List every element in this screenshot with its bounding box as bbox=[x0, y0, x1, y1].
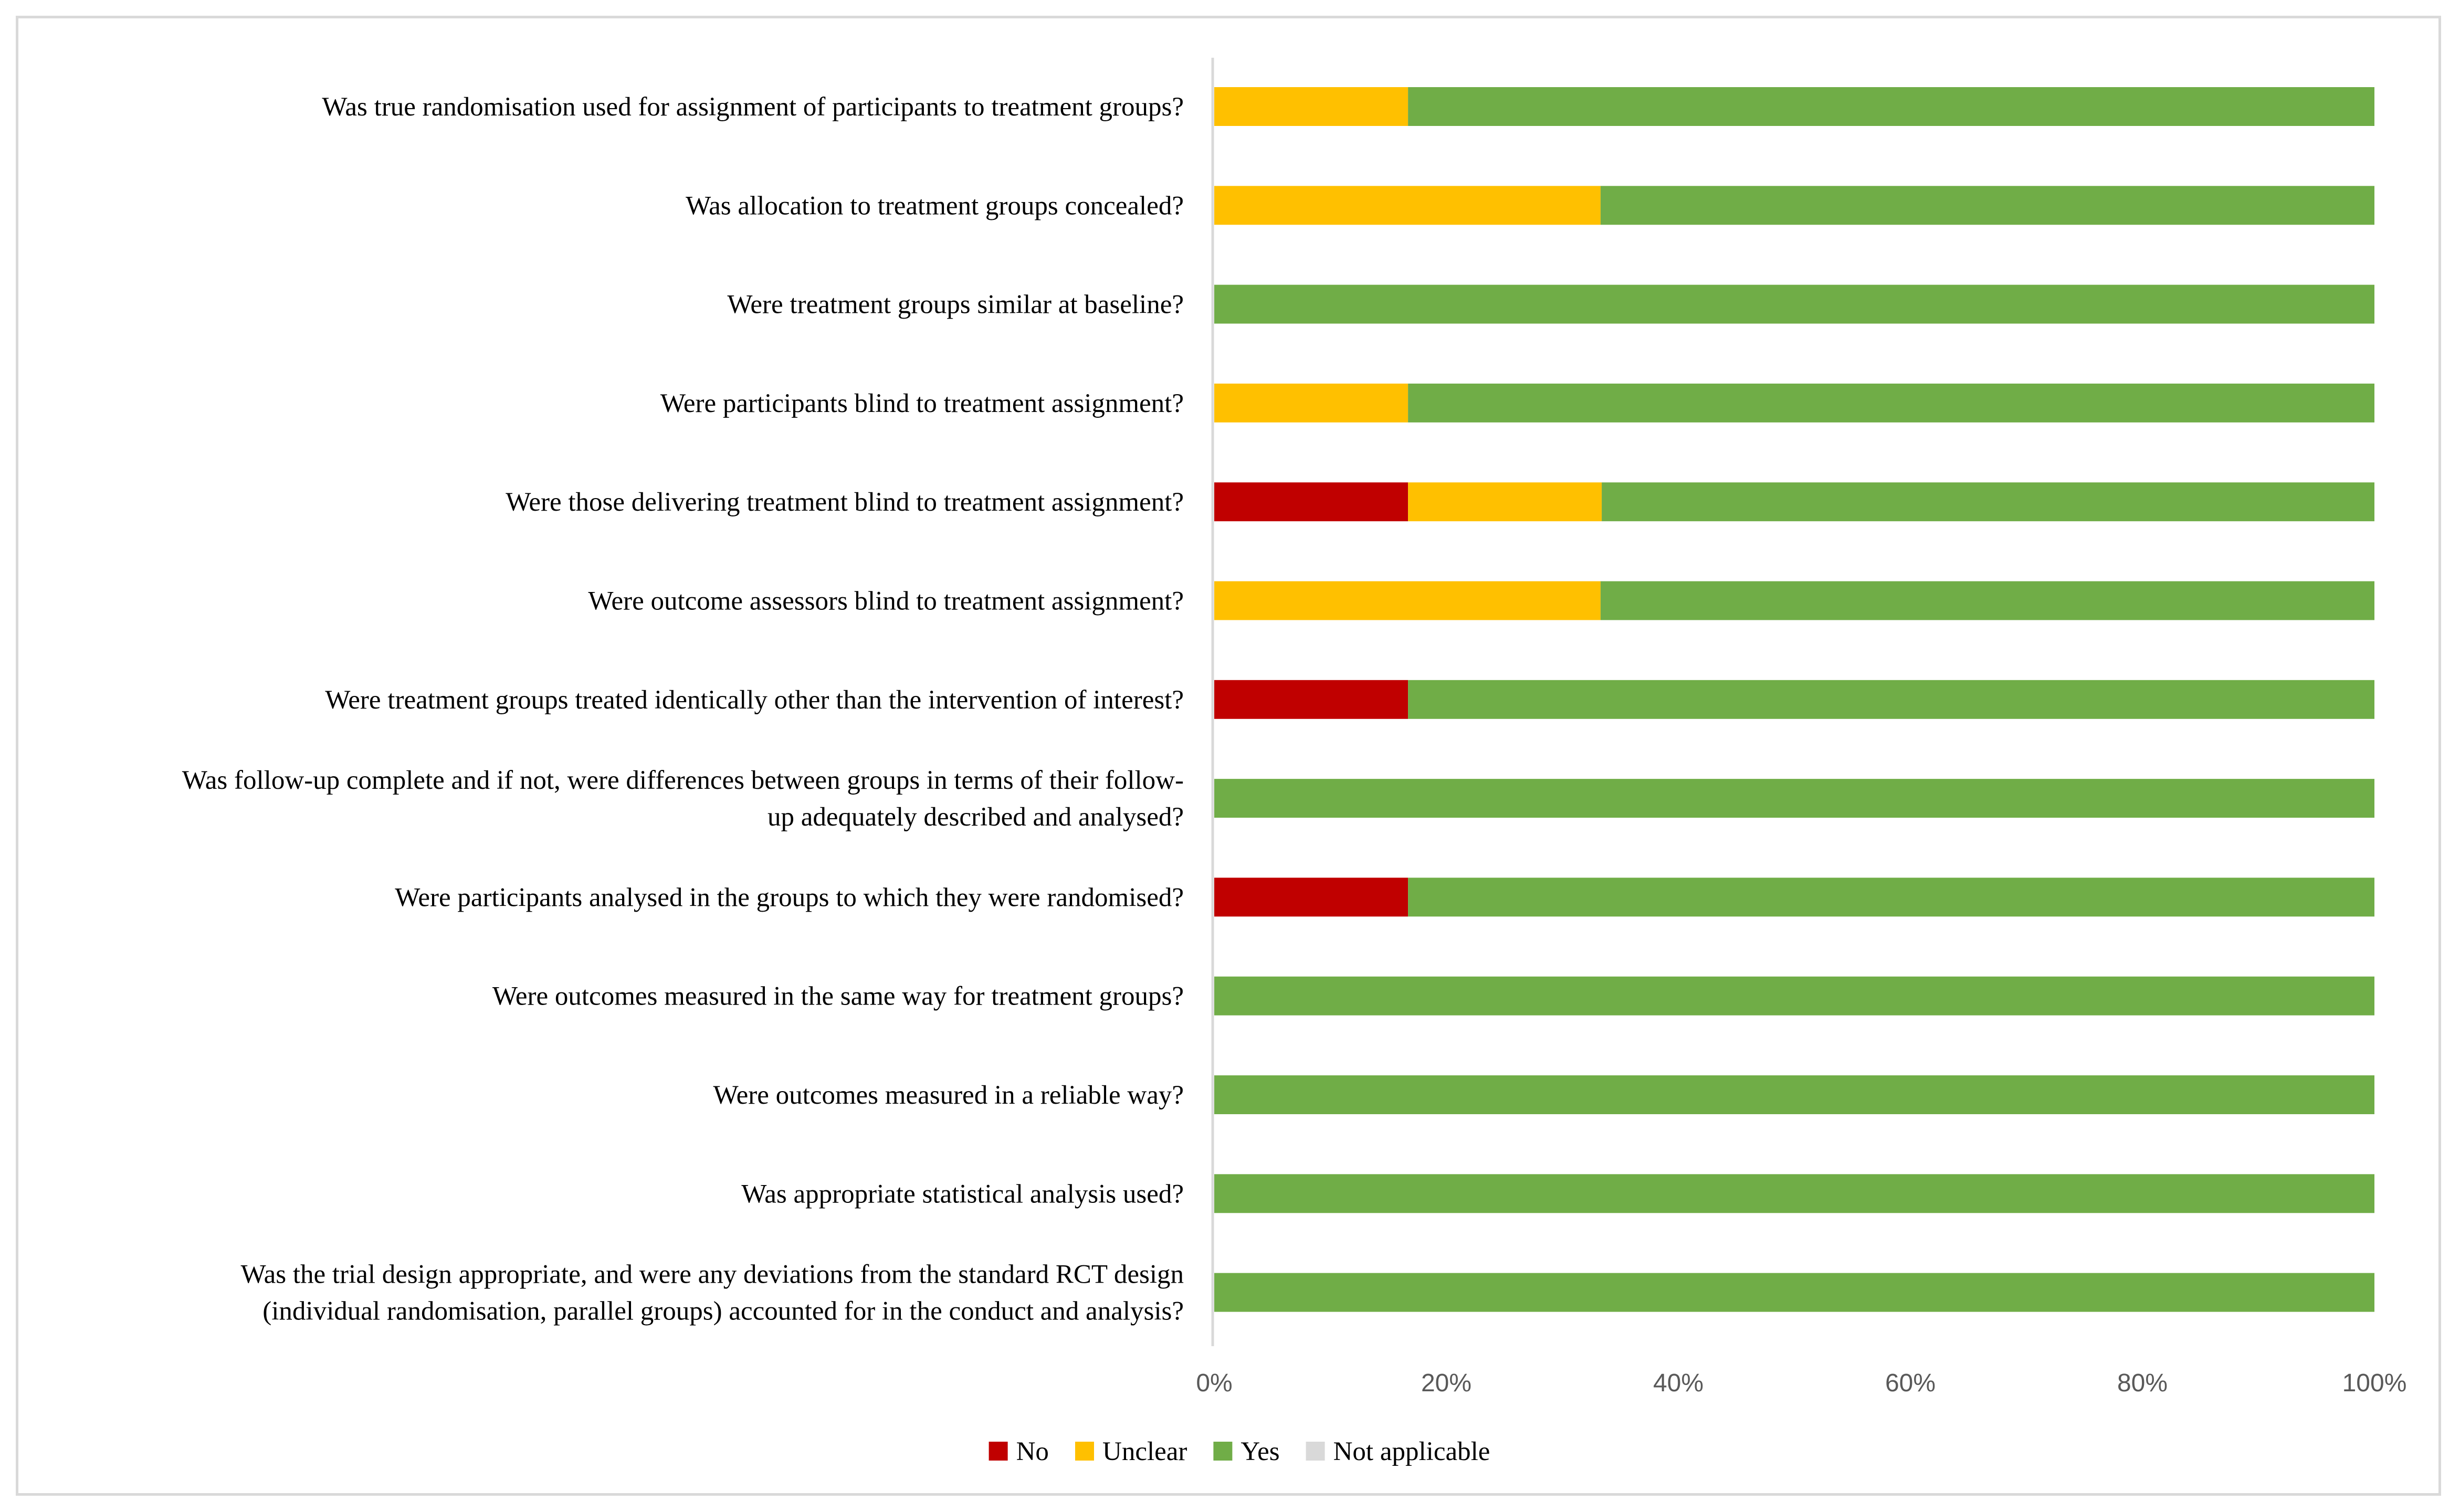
x-tick-label-3: 60% bbox=[1885, 1369, 1936, 1397]
x-tick-label-4: 80% bbox=[2117, 1369, 2168, 1397]
bar-segment-no-row-9 bbox=[1214, 877, 1408, 917]
x-tick-label-2: 40% bbox=[1653, 1369, 1704, 1397]
legend: No Unclear Yes Not applicable bbox=[989, 1437, 1490, 1466]
bar-segment-yes-row-12 bbox=[1214, 1174, 2374, 1213]
bar-segment-yes-row-7 bbox=[1408, 680, 2374, 719]
legend-label-yes: Yes bbox=[1240, 1437, 1279, 1466]
bar-segment-yes-row-13 bbox=[1214, 1273, 2374, 1312]
legend-swatch-unclear bbox=[1075, 1442, 1094, 1461]
legend-label-not-applicable: Not applicable bbox=[1333, 1437, 1490, 1466]
bar-segment-yes-row-8 bbox=[1214, 779, 2374, 818]
bar-segment-yes-row-5 bbox=[1602, 482, 2374, 522]
category-label-row-8-line-2: up adequately described and analysed? bbox=[768, 802, 1184, 832]
category-label-row-6: Were outcome assessors blind to treatmen… bbox=[588, 587, 1184, 616]
category-label-row-3: Were treatment groups similar at baselin… bbox=[727, 290, 1184, 320]
category-label-row-9: Were participants analysed in the groups… bbox=[395, 883, 1184, 912]
bar-segment-yes-row-10 bbox=[1214, 976, 2374, 1016]
bar-segment-yes-row-1 bbox=[1408, 87, 2374, 126]
bar-segment-unclear-row-6 bbox=[1214, 581, 1601, 620]
bar-segment-unclear-row-4 bbox=[1214, 383, 1408, 422]
x-tick-label-1: 20% bbox=[1421, 1369, 1471, 1397]
bar-segment-yes-row-11 bbox=[1214, 1075, 2374, 1114]
category-label-row-5: Were those delivering treatment blind to… bbox=[506, 488, 1184, 517]
bar-segment-unclear-row-2 bbox=[1214, 186, 1601, 225]
category-label-row-11: Were outcomes measured in a reliable way… bbox=[713, 1081, 1184, 1110]
category-label-row-13-line-1: Was the trial design appropriate, and we… bbox=[241, 1260, 1184, 1289]
bar-segment-unclear-row-1 bbox=[1214, 87, 1408, 126]
legend-swatch-no bbox=[989, 1442, 1008, 1461]
category-label-row-12: Was appropriate statistical analysis use… bbox=[741, 1179, 1184, 1209]
bar-segment-yes-row-4 bbox=[1408, 383, 2374, 422]
bar-segment-yes-row-6 bbox=[1600, 581, 2374, 620]
legend-swatch-not-applicable bbox=[1306, 1442, 1325, 1461]
bar-segment-yes-row-3 bbox=[1214, 284, 2374, 324]
category-label-row-8-line-1: Was follow-up complete and if not, were … bbox=[182, 766, 1184, 795]
bar-segment-no-row-7 bbox=[1214, 680, 1408, 719]
chart-frame bbox=[16, 16, 2441, 1496]
x-tick-label-5: 100% bbox=[2342, 1369, 2407, 1397]
bars-layer bbox=[1214, 87, 2374, 1312]
category-label-row-13-line-2: (individual randomisation, parallel grou… bbox=[262, 1297, 1184, 1326]
category-label-row-7: Were treatment groups treated identicall… bbox=[325, 685, 1184, 715]
category-label-row-4: Were participants blind to treatment ass… bbox=[660, 389, 1184, 418]
category-label-row-2: Was allocation to treatment groups conce… bbox=[686, 191, 1184, 220]
category-label-row-10: Were outcomes measured in the same way f… bbox=[492, 982, 1184, 1011]
bar-segment-yes-row-9 bbox=[1408, 877, 2374, 917]
legend-label-unclear: Unclear bbox=[1102, 1437, 1187, 1466]
bar-segment-unclear-row-5 bbox=[1408, 482, 1602, 522]
bar-segment-yes-row-2 bbox=[1600, 186, 2374, 225]
category-labels: Was true randomisation used for assignme… bbox=[182, 92, 1184, 1326]
x-axis-ticks: 0% 20% 40% 60% 80% 100% bbox=[1196, 1369, 2406, 1397]
legend-swatch-yes bbox=[1213, 1442, 1233, 1461]
legend-label-no: No bbox=[1016, 1437, 1049, 1466]
category-label-row-1: Was true randomisation used for assignme… bbox=[322, 92, 1184, 122]
bar-segment-no-row-5 bbox=[1214, 482, 1408, 522]
x-tick-label-0: 0% bbox=[1196, 1369, 1232, 1397]
